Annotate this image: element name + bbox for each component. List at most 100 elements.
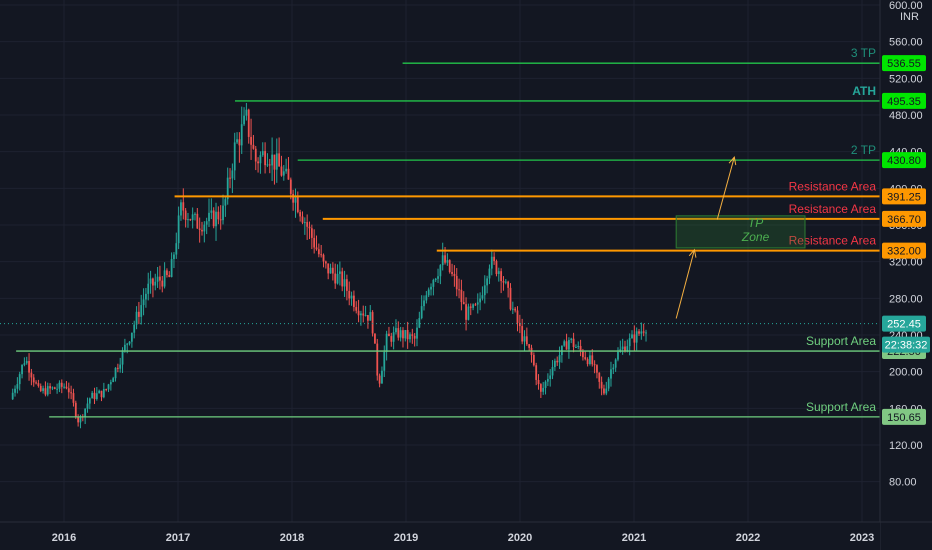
tp-zone-box — [675, 215, 806, 249]
candle-body-down — [320, 254, 323, 256]
candle-body-down — [247, 109, 250, 137]
candle-body-down — [217, 211, 220, 220]
candle-body-up — [645, 332, 647, 334]
candle-body-down — [182, 202, 185, 211]
candle-body-up — [222, 205, 224, 221]
candle-body-down — [378, 375, 381, 384]
candle-body-down — [296, 197, 299, 213]
level-price-badge-text: 366.70 — [887, 214, 921, 226]
candle-body-up — [91, 392, 94, 399]
candle-body-up — [523, 336, 526, 342]
candle-body-up — [423, 300, 425, 307]
candle-body-up — [610, 369, 612, 379]
candle-body-down — [196, 213, 199, 229]
candle-body-down — [341, 271, 344, 287]
candle-body-down — [268, 164, 271, 166]
candle-body-up — [486, 278, 489, 286]
candle-body-down — [493, 256, 496, 262]
last-price-badge-text: 252.45 — [887, 319, 921, 331]
time-tick-label: 2017 — [166, 532, 190, 544]
candle-body-down — [495, 261, 498, 275]
candle-body-up — [102, 389, 105, 398]
candle-body-up — [504, 281, 507, 283]
candle-body-down — [53, 387, 56, 389]
candle-body-up — [635, 331, 638, 343]
level-price-badge-text: 495.35 — [887, 96, 921, 108]
candle-body-down — [348, 290, 351, 299]
candle-body-up — [614, 359, 617, 368]
candle-body-up — [607, 378, 610, 389]
candle-body-up — [395, 328, 397, 333]
candle-body-up — [329, 267, 332, 274]
candle-body-down — [500, 271, 503, 282]
candle-body-up — [58, 382, 61, 389]
candle-body-up — [210, 210, 213, 213]
candle-body-down — [525, 336, 528, 345]
candle-body-down — [32, 377, 35, 383]
time-tick-label: 2021 — [622, 532, 646, 544]
candle-body-down — [137, 311, 140, 317]
candle-body-up — [16, 384, 19, 389]
candle-body-down — [371, 312, 374, 334]
level-price-badge — [882, 152, 926, 169]
candle-body-up — [147, 283, 150, 294]
candle-body-down — [402, 330, 404, 339]
candle-body-up — [350, 295, 353, 299]
tp-zone-label: Zone — [741, 230, 770, 244]
candle-body-down — [397, 328, 400, 338]
time-axis-background — [0, 522, 880, 550]
candle-body-up — [446, 260, 449, 263]
candle-body-down — [355, 307, 358, 311]
level-price-badge-text: 332.00 — [887, 246, 921, 258]
price-axis[interactable]: 80.00120.00160.00200.00240.00280.00320.0… — [879, 0, 932, 550]
candle-body-up — [18, 374, 21, 385]
candle-body-down — [257, 161, 259, 164]
candle-body-up — [109, 382, 112, 385]
candle-body-down — [28, 361, 30, 373]
candle-body-down — [212, 210, 215, 227]
candle-body-down — [77, 416, 80, 423]
candle-body-down — [168, 275, 171, 277]
candle-body-down — [184, 210, 187, 220]
candle-body-up — [476, 302, 479, 305]
candle-body-down — [390, 336, 393, 342]
candle-body-down — [331, 267, 334, 274]
candle-body-up — [266, 164, 269, 166]
candle-body-up — [558, 355, 561, 363]
level-label: 2 TP — [851, 143, 876, 157]
level-price-badge — [882, 242, 926, 259]
candle-body-up — [84, 408, 87, 418]
candle-body-down — [367, 315, 369, 321]
candle-body-down — [586, 359, 589, 365]
candle-body-up — [427, 289, 430, 296]
candle-body-down — [582, 351, 584, 358]
candle-body-up — [490, 256, 493, 269]
level-price-badge-text: 150.65 — [887, 412, 921, 424]
candle-body-down — [444, 255, 446, 263]
level-price-badge — [882, 188, 926, 205]
candle-body-up — [95, 393, 98, 400]
candle-body-up — [360, 313, 362, 316]
time-axis[interactable]: 2016 2017 2018 2019 2020 2021 2022 2023 — [0, 521, 932, 550]
candle-body-up — [364, 315, 367, 317]
candle-body-up — [142, 299, 145, 306]
candle-body-down — [565, 341, 568, 350]
candle-body-down — [528, 344, 531, 348]
candle-body-up — [63, 386, 66, 388]
candle-body-up — [149, 278, 152, 284]
candle-body-up — [79, 416, 82, 423]
candle-body-down — [250, 136, 252, 145]
candle-body-down — [44, 388, 47, 395]
candle-body-up — [119, 364, 122, 369]
level-price-badge-text: 430.80 — [887, 155, 921, 167]
candle-body-up — [551, 367, 554, 376]
candle-body-up — [23, 363, 26, 365]
candle-body-up — [338, 271, 341, 274]
candle-body-down — [600, 381, 603, 389]
candle-body-down — [603, 388, 605, 394]
candle-body-up — [224, 199, 227, 206]
time-tick-label: 2016 — [52, 532, 76, 544]
candle-body-down — [35, 382, 37, 384]
price-badges: 536.55495.35430.80391.25366.70332.00222.… — [882, 55, 930, 425]
